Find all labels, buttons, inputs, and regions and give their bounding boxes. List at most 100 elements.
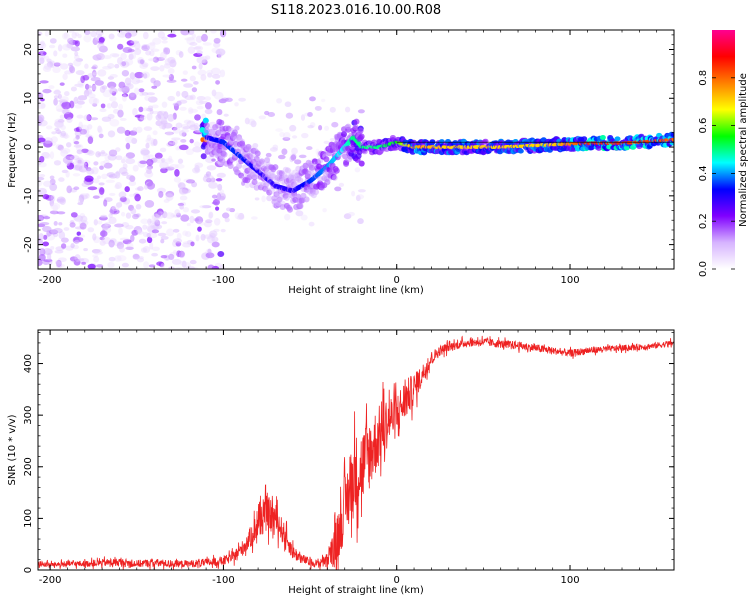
spectrogram-blob (56, 108, 65, 112)
spectrogram-blob (134, 48, 142, 56)
snr-x-label: Height of straight line (km) (288, 585, 424, 596)
spectrogram-blob (93, 219, 98, 226)
spectrogram-blob (149, 218, 155, 224)
spectrogram-blob (97, 39, 105, 44)
spectrogram-blob (185, 265, 195, 269)
spectrogram-blob (126, 40, 135, 46)
spectrogram-blob (154, 152, 163, 159)
spectrogram-blob (358, 160, 365, 167)
spectrogram-blob (174, 209, 181, 216)
spectrogram-blob (180, 78, 188, 82)
spectrogram-x-label: Height of straight line (km) (288, 285, 424, 296)
spectrogram-blob (63, 112, 74, 120)
spectrogram-blob (222, 212, 230, 219)
spectrogram-blob (218, 119, 225, 126)
spectrogram-blob (101, 224, 109, 231)
spectrogram-blob (73, 144, 82, 148)
spectrogram-blob (128, 180, 137, 187)
spectrogram-blob (65, 170, 70, 178)
spectrogram-blob (155, 120, 163, 127)
spectrogram-blob (119, 247, 125, 253)
spectrogram-blob (207, 264, 215, 269)
spectrogram-blob (192, 146, 203, 153)
spectrogram-blob (62, 156, 73, 164)
spectrogram-blob (105, 179, 116, 183)
spectrogram-blob (581, 136, 588, 142)
spectrogram-blob (99, 230, 108, 238)
spectrogram-blob (186, 120, 196, 128)
spectrogram-blob (76, 98, 81, 103)
spectrogram-blob (52, 66, 61, 74)
spectrogram-blob (151, 213, 161, 221)
spectrogram-blob (81, 261, 86, 265)
spectrogram-blob (125, 136, 135, 144)
spectrogram-blob (343, 213, 352, 220)
spectrogram-blob (289, 124, 297, 132)
spectrogram-blob (129, 92, 135, 97)
spectrogram-blob (202, 175, 211, 183)
spectrogram-blob (131, 137, 138, 145)
spectrogram-blob (194, 114, 201, 121)
spectrogram-blob (42, 241, 50, 247)
spectrogram-blob (323, 140, 330, 144)
spectrogram-blob (283, 194, 290, 201)
spectrogram-blob (107, 63, 115, 69)
spectrogram-blob (103, 162, 113, 169)
spectrogram-blob (39, 46, 44, 54)
spectrogram-blob (203, 122, 210, 129)
spectrogram-blob (130, 52, 137, 60)
spectrogram-blob (114, 63, 120, 69)
spectrogram-blob (108, 149, 118, 157)
spectrogram-blob (60, 149, 69, 157)
spectrogram-blob (73, 96, 79, 104)
spectrogram-blob (191, 87, 198, 93)
spectrogram-blob (49, 210, 59, 215)
spectrogram-blob (224, 217, 230, 223)
spectrogram-blob (78, 83, 84, 89)
spectrogram-blob (224, 97, 233, 103)
spectrogram-blob (76, 231, 82, 236)
spectrogram-blob (178, 51, 184, 58)
spectrogram-blob (234, 102, 239, 107)
spectrogram-blob (134, 87, 140, 96)
spectrogram-blob (159, 147, 167, 153)
spectrogram-blob (62, 53, 68, 58)
spectrogram-blob (93, 161, 99, 166)
spectrogram-blob (671, 138, 674, 142)
spectrogram-blob (300, 214, 308, 221)
spectrogram-blob (150, 66, 160, 71)
spectrogram-blob (183, 83, 194, 88)
spectrogram-blob (211, 201, 218, 205)
spectrogram-blob (236, 215, 245, 221)
spectrogram-blob (174, 169, 180, 177)
spectrogram-blob (204, 55, 211, 60)
spectrogram-blob (180, 30, 190, 36)
spectrogram-blob (109, 118, 120, 127)
spectrogram-blob (272, 144, 279, 150)
spectrogram-blob (108, 239, 115, 248)
spectrogram-blob (357, 218, 364, 225)
spectrogram-blob (134, 71, 144, 79)
colorbar: 0.0 0.2 0.4 0.6 0.8 Normalized spectral ampl… (698, 30, 749, 277)
spectrogram-blob (209, 230, 218, 238)
spectrogram-blob (74, 239, 80, 245)
spectrogram-blob (197, 221, 205, 226)
spectrogram-frame (37, 29, 675, 270)
spectrogram-blob (99, 240, 106, 246)
spectrogram-blob (134, 193, 141, 202)
spectrogram-blob (83, 89, 90, 97)
spectrogram-blob (135, 126, 143, 133)
spectrogram-blob (221, 151, 228, 158)
spectrogram-blob (167, 56, 176, 64)
spectrogram-blob (80, 215, 88, 223)
spectrogram-blob (155, 114, 162, 121)
spectrogram-blob (149, 242, 154, 250)
spectrogram-blob (55, 104, 63, 112)
spectrogram-blob (118, 191, 127, 199)
spectrogram-blob (162, 111, 169, 120)
spectrogram-blob (186, 222, 191, 227)
spectrogram-blob (122, 238, 132, 245)
spectrogram-blob (76, 149, 83, 155)
spectrogram-blob (121, 158, 126, 164)
spectrogram-blob (84, 63, 89, 69)
